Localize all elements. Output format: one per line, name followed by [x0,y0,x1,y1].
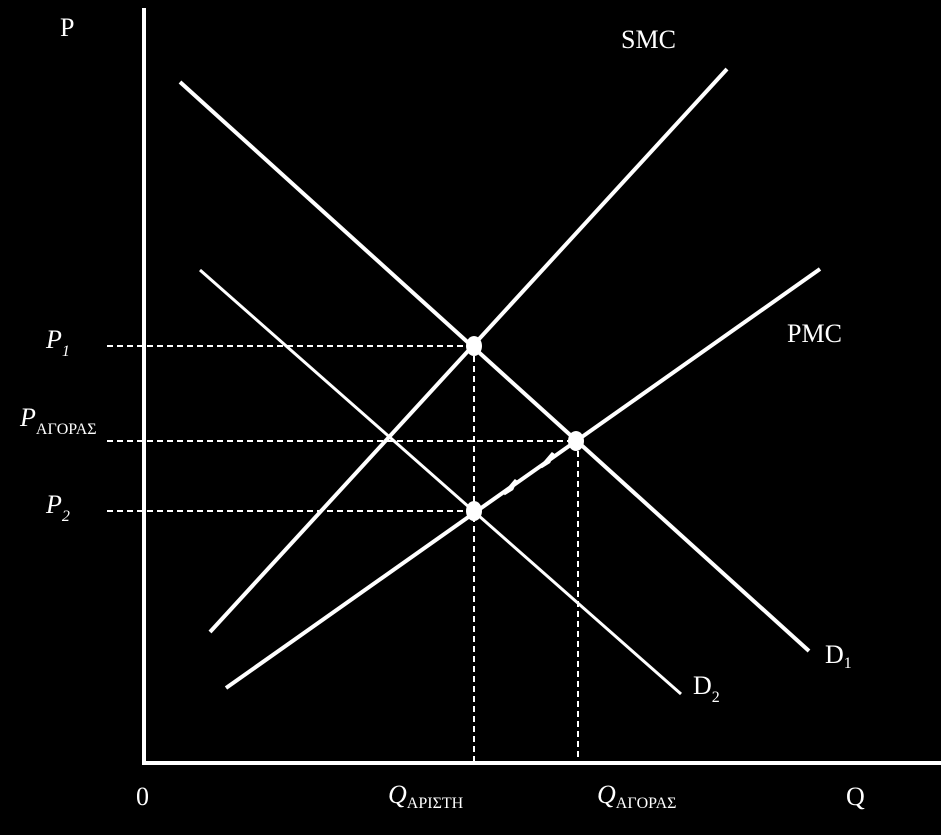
curve-label: PMC [787,319,842,348]
label-sub: 1 [844,655,852,672]
label-base: Q [388,780,407,809]
label-sub: 2 [62,508,70,525]
y-axis-label: P [60,13,74,42]
label-sub: 1 [62,343,70,360]
label-sub: 2 [712,689,720,706]
curve-label: D2 [693,671,720,706]
label-sub: ΑΓΟΡΑΣ [36,421,97,438]
origin-label: 0 [136,782,149,811]
label-base: P [45,490,62,519]
x-axis-label: Q [846,782,865,811]
label-base: D [693,671,712,700]
label-sub: ΑΡΙΣΤΗ [407,795,464,812]
curve-label: D1 [825,640,852,672]
label-base: P [19,403,36,432]
equilibrium-point [466,501,482,521]
label-base: Q [597,780,616,809]
price-label: P2 [45,490,70,525]
d2-curve [199,268,682,696]
quantity-label: QΑΓΟΡΑΣ [597,780,676,812]
d1-curve [178,80,811,653]
price-label: PΑΓΟΡΑΣ [19,403,97,438]
quantity-label: QΑΡΙΣΤΗ [388,780,464,812]
label-base: D [825,640,844,669]
curve-label: SMC [621,25,676,54]
label-base: P [45,325,62,354]
arrow-head [502,479,518,496]
arrow-head [539,452,555,469]
equilibrium-point [568,431,584,451]
equilibrium-point [466,336,482,356]
label-sub: ΑΓΟΡΑΣ [616,795,677,812]
price-label: P1 [45,325,70,360]
pmc-curve [224,267,822,690]
